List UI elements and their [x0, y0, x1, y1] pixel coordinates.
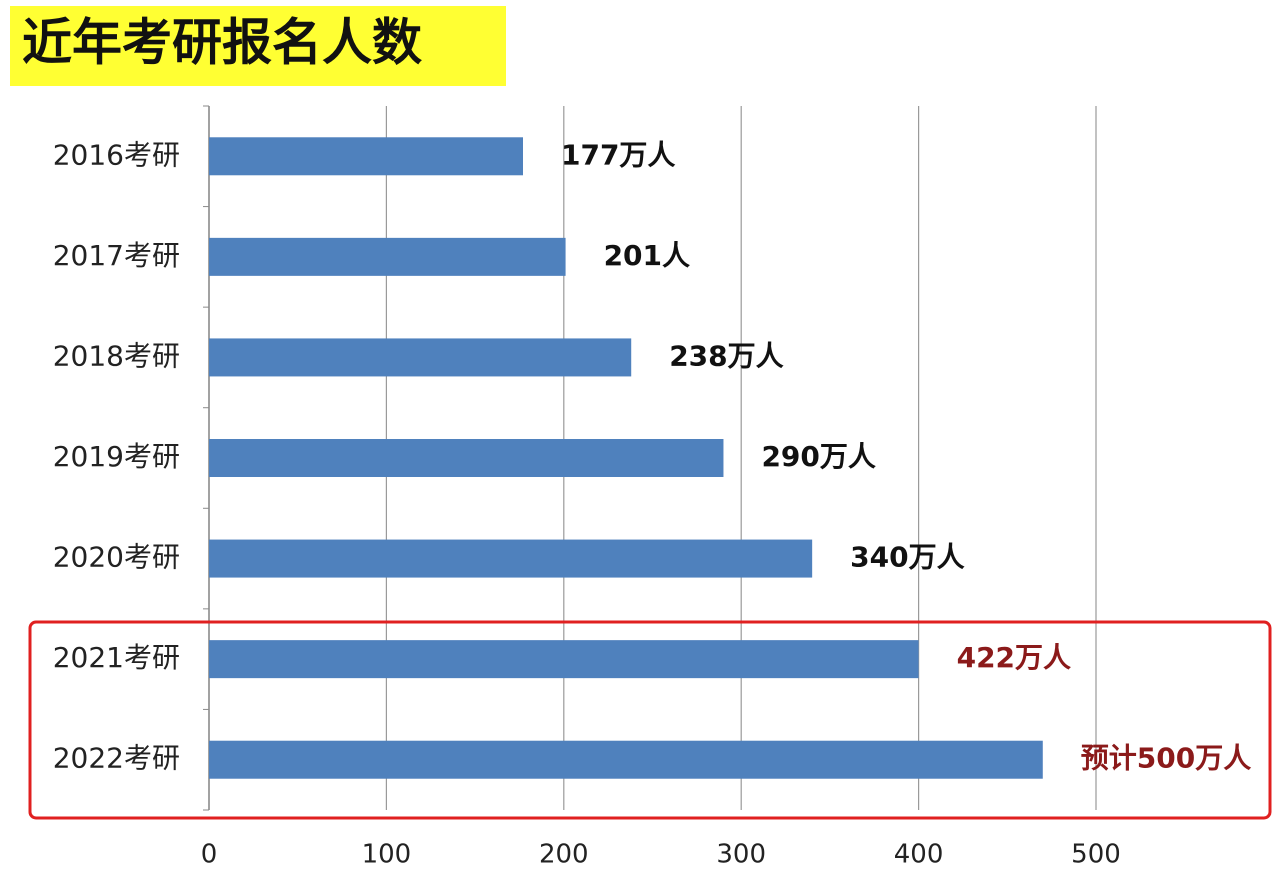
- bar-annotation: 预计500万人: [1081, 742, 1251, 775]
- bar: [209, 439, 724, 477]
- title-background: [10, 6, 506, 86]
- category-label: 2016考研: [53, 138, 180, 171]
- highlight-box: [28, 620, 1272, 820]
- bar-annotation: 290万人: [761, 440, 875, 473]
- x-tick-label: 0: [201, 840, 218, 870]
- category-label: 2017考研: [53, 239, 180, 272]
- bar: [209, 539, 813, 578]
- bar: [209, 338, 632, 377]
- category-label: 2018考研: [53, 339, 180, 372]
- bar-annotation: 340万人: [850, 541, 964, 574]
- bar-annotation: 177万人: [561, 138, 675, 171]
- bar: [209, 137, 523, 176]
- category-label: 2021考研: [53, 641, 180, 674]
- bar-annotation: 201人: [604, 239, 690, 272]
- bar: [209, 640, 919, 679]
- chart-title: 近年考研报名人数: [22, 14, 422, 72]
- bar-annotation: 238万人: [669, 339, 783, 372]
- x-tick-label: 400: [894, 840, 944, 870]
- x-tick-label: 500: [1071, 840, 1121, 870]
- x-tick-label: 200: [539, 840, 589, 870]
- category-label: 2022考研: [53, 742, 180, 775]
- bar-annotation: 422万人: [957, 641, 1071, 674]
- category-label: 2019考研: [53, 440, 180, 473]
- x-tick-label: 300: [716, 840, 766, 870]
- bar: [209, 237, 566, 276]
- x-tick-label: 100: [362, 840, 412, 870]
- bar: [209, 740, 1043, 779]
- category-label: 2020考研: [53, 541, 180, 574]
